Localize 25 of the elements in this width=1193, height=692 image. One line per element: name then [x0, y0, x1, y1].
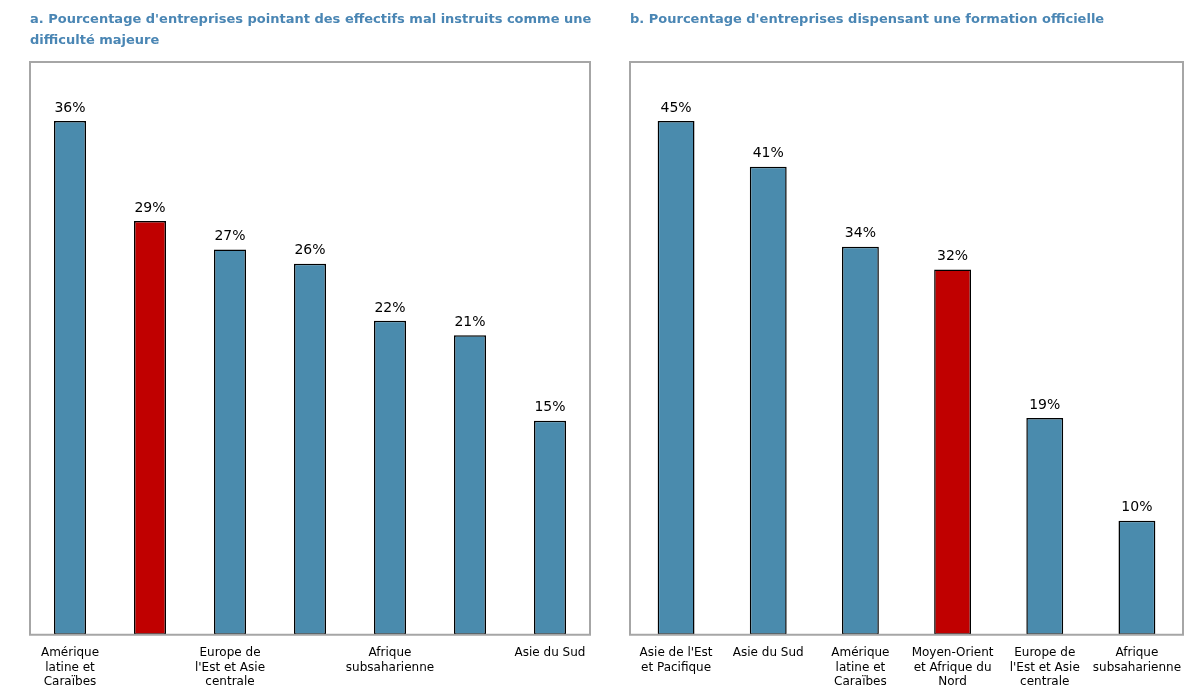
x-tick-label: Europe de l'Est et Asie centrale — [194, 645, 266, 688]
x-tick-label: Asie du Sud — [732, 645, 804, 660]
x-tick-label: Asie du Sud — [514, 645, 586, 660]
data-label: 26% — [294, 241, 326, 258]
data-label: 21% — [454, 312, 486, 329]
x-tick-label: Moyen-Orient et Afrique du Nord — [911, 645, 994, 688]
x-tick-label: Afrique subsaharienne — [345, 645, 435, 674]
data-label: 29% — [134, 198, 166, 215]
data-label: 45% — [660, 98, 692, 115]
data-label: 15% — [534, 398, 566, 415]
x-tick-label: Europe de l'Est et Asie centrale — [1009, 645, 1080, 688]
chart-title: b. Pourcentage d'entreprises dispensant une formation officielle — [629, 10, 1106, 28]
data-label: 34% — [844, 224, 876, 241]
data-label: 36% — [54, 98, 86, 115]
data-label: 32% — [937, 247, 969, 264]
x-tick-label: Asie de l'Est et Pacifique — [639, 645, 713, 674]
chart-title: a. Pourcentage d'entreprises pointant des effectifs mal instruits comme une difficulté majeure — [29, 10, 593, 49]
x-tick-label: Amérique latine et Caraïbes — [831, 645, 890, 688]
data-label: 27% — [214, 227, 246, 244]
x-tick-label: Afrique subsaharienne — [1092, 645, 1182, 674]
data-label: 41% — [752, 144, 784, 161]
x-tick-label: Amérique latine et Caraïbes — [40, 645, 100, 688]
data-label: 10% — [1121, 498, 1153, 515]
data-label: 19% — [1029, 395, 1061, 412]
data-label: 22% — [374, 298, 406, 315]
